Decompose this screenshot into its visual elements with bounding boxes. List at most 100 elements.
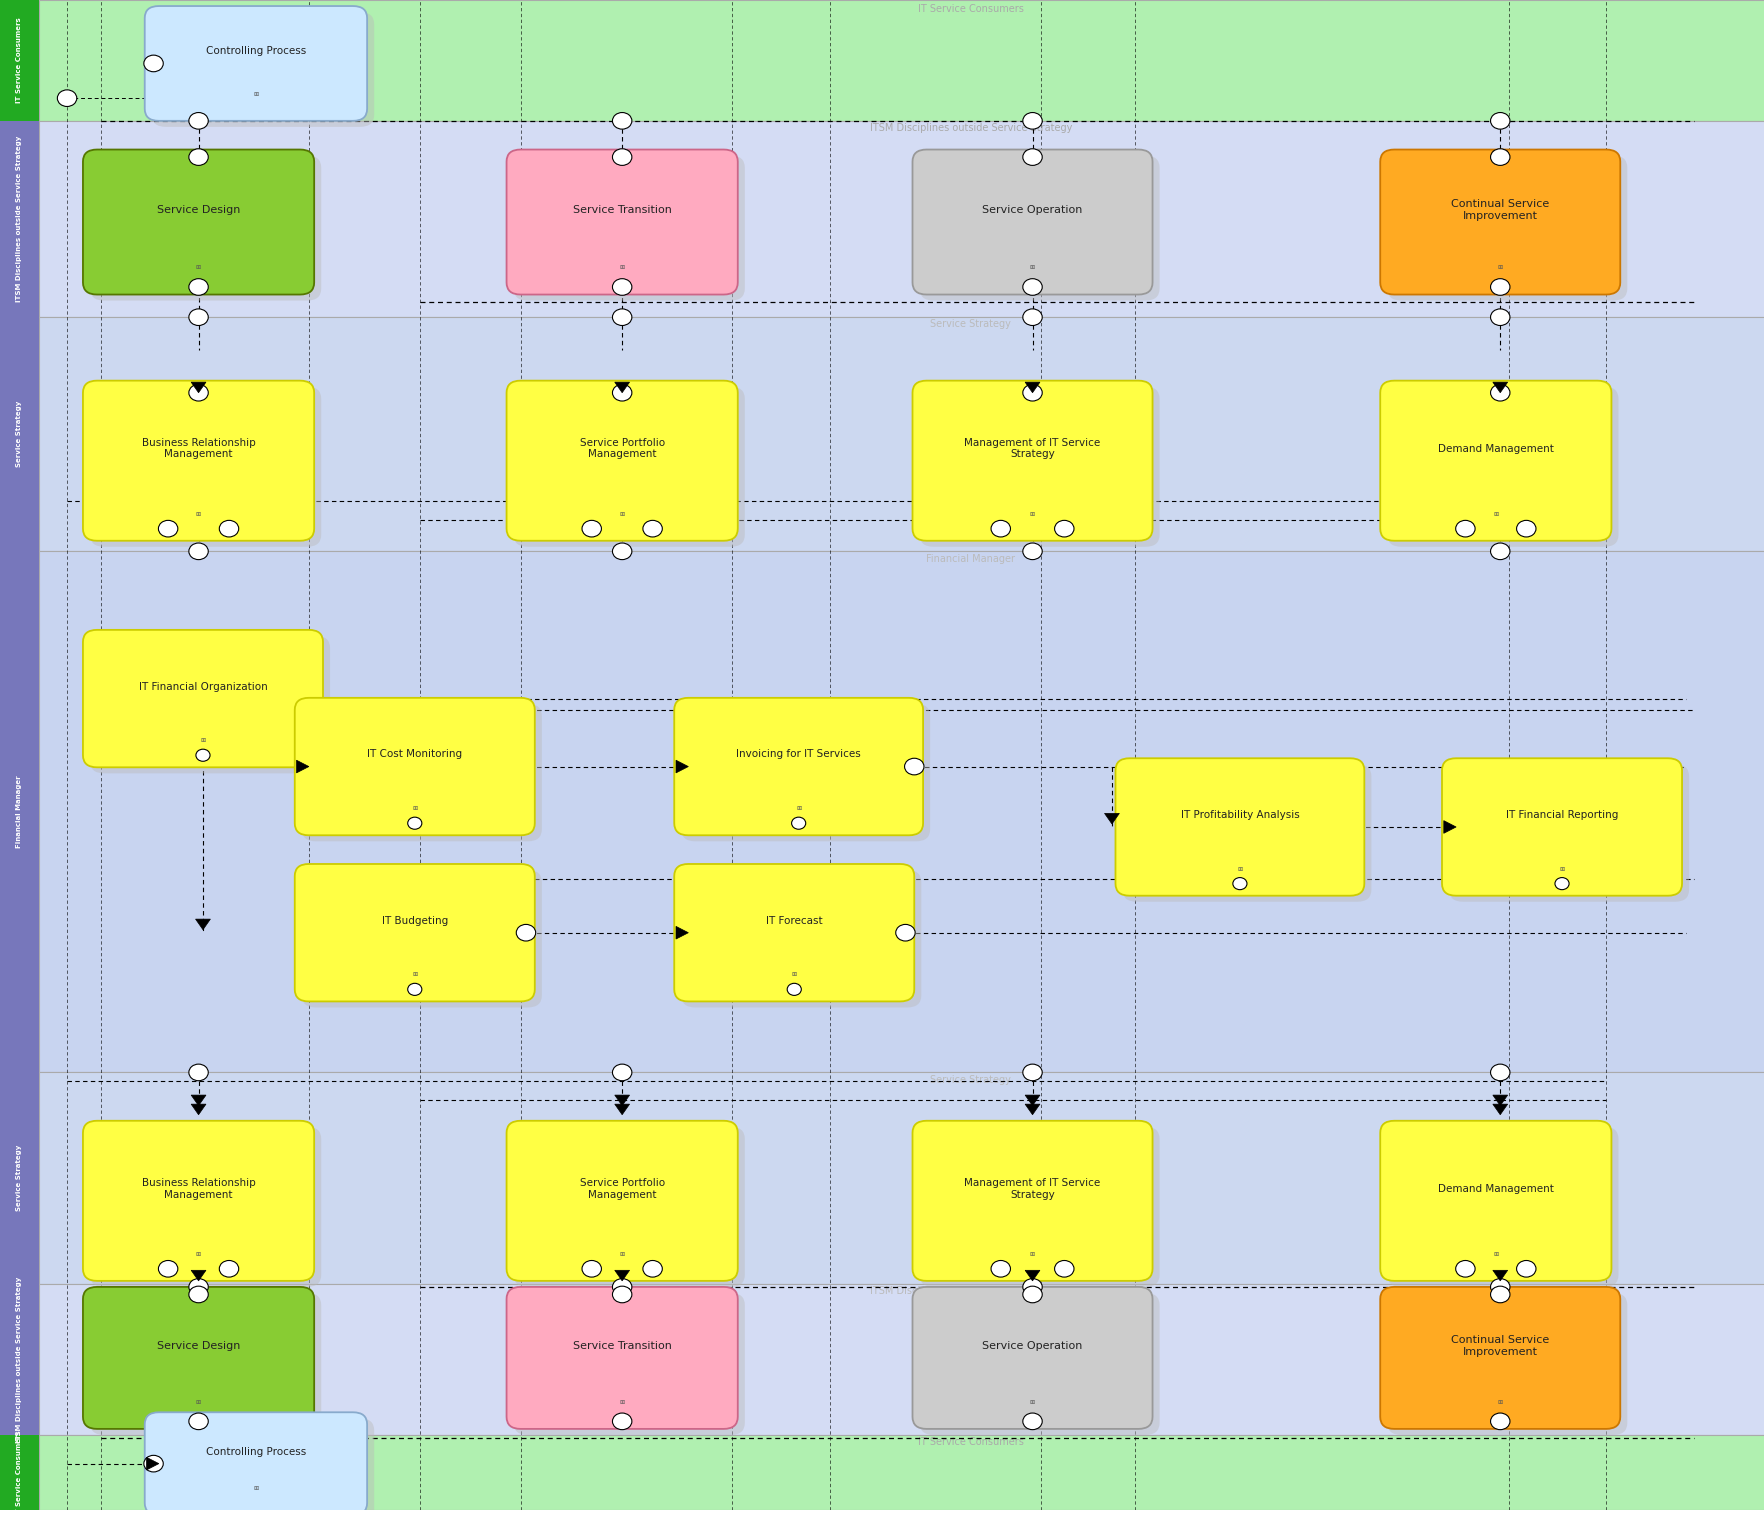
FancyBboxPatch shape (674, 698, 923, 835)
FancyBboxPatch shape (513, 1126, 744, 1286)
Text: Service Design: Service Design (157, 1341, 240, 1350)
Text: IT Service Consumers: IT Service Consumers (917, 3, 1023, 14)
Bar (39, 0, 1764, 120)
Polygon shape (1025, 1096, 1039, 1105)
Text: Service Portfolio
Management: Service Portfolio Management (579, 1178, 665, 1199)
Circle shape (56, 90, 78, 107)
Circle shape (612, 1413, 632, 1430)
FancyBboxPatch shape (83, 1120, 314, 1280)
Circle shape (790, 817, 804, 829)
Circle shape (991, 1260, 1009, 1277)
Text: Service Portfolio
Management: Service Portfolio Management (579, 437, 665, 459)
FancyBboxPatch shape (912, 1120, 1152, 1280)
Text: Service Transition: Service Transition (572, 204, 672, 215)
Circle shape (903, 759, 924, 774)
FancyBboxPatch shape (83, 381, 314, 541)
Circle shape (1491, 1286, 1510, 1303)
Text: ⊞: ⊞ (1237, 867, 1242, 872)
Text: ⊞: ⊞ (1492, 1251, 1498, 1257)
Polygon shape (1492, 1271, 1506, 1280)
Circle shape (219, 1260, 238, 1277)
FancyBboxPatch shape (674, 864, 914, 1001)
Circle shape (1491, 149, 1510, 166)
Text: ⊞: ⊞ (619, 265, 624, 270)
FancyBboxPatch shape (145, 6, 367, 120)
FancyBboxPatch shape (513, 1292, 744, 1436)
FancyBboxPatch shape (1448, 765, 1688, 902)
Text: Demand Management: Demand Management (1438, 443, 1552, 454)
FancyBboxPatch shape (1387, 155, 1626, 300)
Text: Service Operation: Service Operation (983, 204, 1081, 215)
Circle shape (515, 925, 536, 940)
Text: ⊞: ⊞ (254, 91, 258, 96)
Text: ⊞: ⊞ (196, 512, 201, 517)
Circle shape (896, 925, 916, 940)
Bar (39, 120, 1764, 317)
Text: Service Operation: Service Operation (983, 1341, 1081, 1350)
FancyBboxPatch shape (506, 149, 737, 294)
Circle shape (189, 1279, 208, 1295)
FancyBboxPatch shape (145, 1413, 367, 1515)
Circle shape (1489, 113, 1508, 130)
FancyBboxPatch shape (90, 636, 330, 773)
FancyBboxPatch shape (506, 1286, 737, 1430)
Circle shape (196, 750, 210, 762)
FancyBboxPatch shape (152, 1419, 374, 1521)
Polygon shape (1025, 151, 1039, 162)
FancyBboxPatch shape (919, 1126, 1159, 1286)
Polygon shape (191, 1271, 206, 1280)
FancyBboxPatch shape (1122, 765, 1371, 902)
FancyBboxPatch shape (681, 704, 930, 841)
Circle shape (1515, 1260, 1535, 1277)
Text: ⊞: ⊞ (1030, 1399, 1034, 1405)
FancyBboxPatch shape (83, 1286, 314, 1430)
Text: ⊞: ⊞ (1559, 867, 1563, 872)
Circle shape (991, 520, 1009, 536)
Text: Financial Manager: Financial Manager (926, 555, 1014, 564)
FancyBboxPatch shape (919, 387, 1159, 547)
Circle shape (1554, 878, 1568, 890)
Circle shape (1055, 1260, 1073, 1277)
Circle shape (143, 1455, 162, 1472)
Text: ⊞: ⊞ (413, 806, 416, 811)
Polygon shape (1025, 1271, 1039, 1280)
Bar (0, 0, 39, 120)
Text: ⊞: ⊞ (796, 806, 801, 811)
Circle shape (1023, 543, 1041, 559)
Text: Continual Service
Improvement: Continual Service Improvement (1450, 200, 1549, 221)
Text: Controlling Process: Controlling Process (206, 1446, 305, 1457)
FancyBboxPatch shape (1115, 759, 1364, 896)
FancyBboxPatch shape (681, 870, 921, 1007)
Text: IT Profitability Analysis: IT Profitability Analysis (1180, 809, 1298, 820)
Text: IT Service Consumers: IT Service Consumers (16, 18, 23, 104)
FancyBboxPatch shape (506, 1120, 737, 1280)
Polygon shape (146, 1457, 159, 1471)
Circle shape (1023, 279, 1041, 296)
Polygon shape (614, 1288, 630, 1298)
FancyBboxPatch shape (1379, 1286, 1619, 1430)
FancyBboxPatch shape (302, 870, 542, 1007)
Circle shape (1023, 384, 1041, 401)
Text: Financial Manager: Financial Manager (16, 776, 23, 849)
Text: IT Budgeting: IT Budgeting (381, 916, 448, 925)
FancyBboxPatch shape (513, 387, 744, 547)
FancyBboxPatch shape (295, 698, 534, 835)
Circle shape (189, 113, 208, 130)
Circle shape (612, 279, 632, 296)
Circle shape (1489, 384, 1508, 401)
Circle shape (1489, 309, 1508, 326)
Text: IT Financial Organization: IT Financial Organization (139, 681, 266, 692)
FancyBboxPatch shape (919, 155, 1159, 300)
FancyBboxPatch shape (90, 1126, 321, 1286)
Text: ⊞: ⊞ (196, 1399, 201, 1405)
Bar (0, 552, 39, 1073)
Circle shape (612, 1279, 632, 1295)
Text: Business Relationship
Management: Business Relationship Management (141, 1178, 256, 1199)
Polygon shape (676, 927, 688, 939)
Circle shape (582, 1260, 602, 1277)
Polygon shape (191, 1105, 206, 1114)
Text: ⊞: ⊞ (196, 265, 201, 270)
Text: ⊞: ⊞ (1030, 265, 1034, 270)
Text: Service Strategy: Service Strategy (16, 1145, 23, 1212)
Polygon shape (191, 383, 206, 393)
